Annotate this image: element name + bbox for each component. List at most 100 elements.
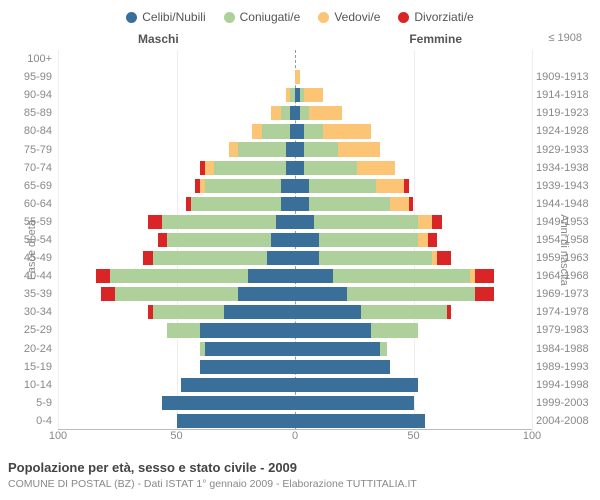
age-label: 80-84 <box>10 125 52 137</box>
female-bar <box>295 378 532 392</box>
female-bar <box>295 106 532 120</box>
x-tick-label: 100 <box>523 430 541 442</box>
bar-segment <box>276 215 295 229</box>
age-label: 15-19 <box>10 361 52 373</box>
female-bar <box>295 179 532 193</box>
bar-segment <box>376 179 404 193</box>
female-bar <box>295 197 532 211</box>
bar-segment <box>167 233 271 247</box>
legend-label: Divorziati/e <box>414 10 473 24</box>
bar-segment <box>437 251 451 265</box>
bar-segment <box>295 197 309 211</box>
bar-segment <box>286 161 295 175</box>
legend-item: Coniugati/e <box>224 10 301 24</box>
bar-segment <box>380 342 387 356</box>
female-bar <box>295 414 532 428</box>
bar-segment <box>205 161 214 175</box>
male-bar <box>58 396 295 410</box>
female-bar <box>295 142 532 156</box>
bar-segment <box>333 269 470 283</box>
age-label: 90-94 <box>10 89 52 101</box>
population-pyramid-chart: Celibi/Nubili Coniugati/e Vedovi/e Divorzia… <box>0 0 600 500</box>
birth-year-label: 1999-2003 <box>536 397 596 409</box>
legend-label: Vedovi/e <box>334 10 380 24</box>
bar-segment <box>319 251 433 265</box>
bar-segment <box>167 323 200 337</box>
age-label: 75-79 <box>10 144 52 156</box>
pyramid-row: 25-291979-1983 <box>58 321 532 339</box>
bar-segment <box>418 215 432 229</box>
bar-segment <box>191 197 281 211</box>
male-bar <box>58 179 295 193</box>
bar-segment <box>158 233 167 247</box>
bar-segment <box>229 142 238 156</box>
birth-year-label: 2004-2008 <box>536 415 596 427</box>
bar-segment <box>295 342 380 356</box>
age-label: 95-99 <box>10 71 52 83</box>
female-bar <box>295 161 532 175</box>
male-bar <box>58 142 295 156</box>
bar-segment <box>295 124 304 138</box>
bar-segment <box>224 305 295 319</box>
bar-segment <box>295 269 333 283</box>
bar-segment <box>295 287 347 301</box>
age-label: 85-89 <box>10 107 52 119</box>
x-tick-label: 50 <box>407 430 419 442</box>
birth-year-label: 1984-1988 <box>536 343 596 355</box>
age-label: 5-9 <box>10 397 52 409</box>
birth-year-label: 1934-1938 <box>536 162 596 174</box>
pyramid-row: 70-741934-1938 <box>58 159 532 177</box>
female-bar <box>295 233 532 247</box>
legend-swatch <box>224 12 235 23</box>
birth-year-label: 1919-1923 <box>536 107 596 119</box>
male-bar <box>58 414 295 428</box>
female-bar <box>295 251 532 265</box>
bar-segment <box>271 233 295 247</box>
chart-title: Popolazione per età, sesso e stato civil… <box>8 460 592 475</box>
age-label: 45-49 <box>10 252 52 264</box>
bar-segment <box>475 269 494 283</box>
legend-label: Celibi/Nubili <box>142 10 205 24</box>
pyramid-row: 50-541954-1958 <box>58 231 532 249</box>
legend-item: Celibi/Nubili <box>126 10 205 24</box>
pyramid-row: 5-91999-2003 <box>58 394 532 412</box>
chart-footer: Popolazione per età, sesso e stato civil… <box>8 460 592 490</box>
bar-segment <box>238 287 295 301</box>
birth-year-label: 1914-1918 <box>536 89 596 101</box>
bar-segment <box>304 142 337 156</box>
bar-segment <box>110 269 247 283</box>
bar-segment <box>371 323 418 337</box>
bar-segment <box>295 414 425 428</box>
male-bar <box>58 287 295 301</box>
bar-segment <box>295 251 319 265</box>
age-label: 70-74 <box>10 162 52 174</box>
bar-segment <box>300 106 309 120</box>
male-bar <box>58 215 295 229</box>
male-bar <box>58 360 295 374</box>
female-bar <box>295 396 532 410</box>
legend-swatch <box>398 12 409 23</box>
bar-segment <box>200 323 295 337</box>
bar-segment <box>252 124 261 138</box>
pyramid-row: 10-141994-1998 <box>58 376 532 394</box>
chart-subtitle: COMUNE DI POSTAL (BZ) - Dati ISTAT 1° ge… <box>8 478 592 490</box>
legend: Celibi/Nubili Coniugati/e Vedovi/e Divorzia… <box>8 10 592 24</box>
bar-segment <box>404 179 409 193</box>
female-bar <box>295 215 532 229</box>
birth-year-label: 1989-1993 <box>536 361 596 373</box>
bar-segment <box>390 197 409 211</box>
female-bar <box>295 269 532 283</box>
bar-segment <box>304 88 323 102</box>
bar-segment <box>101 287 115 301</box>
male-bar <box>58 378 295 392</box>
bar-segment <box>295 215 314 229</box>
pyramid-row: 45-491959-1963 <box>58 249 532 267</box>
bar-segment <box>447 305 452 319</box>
age-label: 30-34 <box>10 306 52 318</box>
pyramid-row: 30-341974-1978 <box>58 303 532 321</box>
bar-segment <box>295 396 414 410</box>
pyramid-row: 35-391969-1973 <box>58 285 532 303</box>
x-tick-label: 0 <box>292 430 298 442</box>
birth-year-label: 1909-1913 <box>536 71 596 83</box>
birth-year-label: 1924-1928 <box>536 125 596 137</box>
